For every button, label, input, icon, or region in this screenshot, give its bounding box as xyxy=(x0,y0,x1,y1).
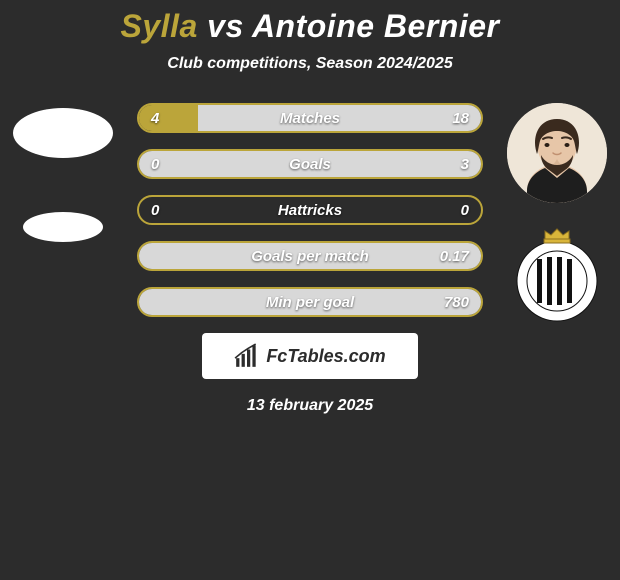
stat-label: Matches xyxy=(139,105,481,131)
bar-chart-icon xyxy=(234,343,260,369)
stat-row: Matches4 18 xyxy=(137,103,483,133)
stat-value-player2: 780 xyxy=(444,289,469,315)
stat-value-player2: 0 xyxy=(461,197,469,223)
stat-row: Min per goal780 xyxy=(137,287,483,317)
player1-column xyxy=(8,103,118,277)
stats-table: Matches418Goals03Hattricks00Goals per ma… xyxy=(137,103,483,317)
stat-value-player2: 18 xyxy=(452,105,469,131)
date-text: 13 february 2025 xyxy=(0,397,620,415)
stat-value-player1: 4 xyxy=(151,105,159,131)
player1-club-badge xyxy=(13,177,113,277)
stat-label: Hattricks xyxy=(139,197,481,223)
player2-photo xyxy=(507,103,607,203)
player2-name: Antoine Bernier xyxy=(252,8,500,44)
stat-value-player1: 0 xyxy=(151,151,159,177)
stat-value-player2: 3 xyxy=(461,151,469,177)
stat-label: Goals per match xyxy=(139,243,481,269)
stat-row: Hattricks0 0 xyxy=(137,195,483,225)
player1-photo xyxy=(13,108,113,158)
player2-club-badge xyxy=(507,227,607,327)
brand-text: FcTables.com xyxy=(266,346,385,367)
comparison-title: Sylla vs Antoine Bernier xyxy=(0,8,620,45)
player1-name: Sylla xyxy=(121,8,198,44)
player2-column xyxy=(502,103,612,327)
stat-label: Min per goal xyxy=(139,289,481,315)
stat-value-player1: 0 xyxy=(151,197,159,223)
stat-label: Goals xyxy=(139,151,481,177)
subtitle: Club competitions, Season 2024/2025 xyxy=(0,55,620,73)
stat-value-player2: 0.17 xyxy=(440,243,469,269)
stat-row: Goals0 3 xyxy=(137,149,483,179)
stat-row: Goals per match0.17 xyxy=(137,241,483,271)
vs-text: vs xyxy=(207,8,244,44)
brand-logo: FcTables.com xyxy=(202,333,418,379)
